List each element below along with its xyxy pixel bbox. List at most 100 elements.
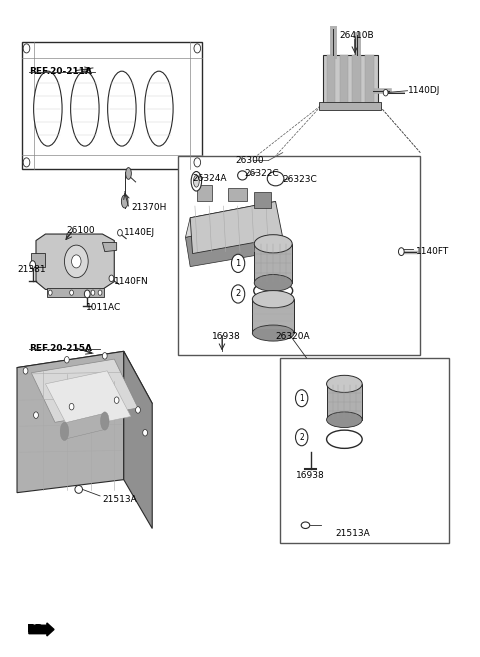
Bar xyxy=(31,253,46,267)
Text: 1: 1 xyxy=(236,259,241,268)
Text: 16938: 16938 xyxy=(212,332,240,342)
Polygon shape xyxy=(31,359,138,422)
Ellipse shape xyxy=(326,430,362,448)
Text: 2: 2 xyxy=(236,290,241,298)
Bar xyxy=(252,299,294,333)
Ellipse shape xyxy=(100,412,109,430)
Ellipse shape xyxy=(144,71,173,146)
Ellipse shape xyxy=(238,171,247,180)
Text: 1140FT: 1140FT xyxy=(416,247,449,256)
Circle shape xyxy=(30,261,36,269)
Text: 1: 1 xyxy=(300,394,304,403)
Bar xyxy=(365,55,374,104)
Text: REF.20-215A: REF.20-215A xyxy=(29,344,92,353)
Polygon shape xyxy=(185,221,285,267)
Ellipse shape xyxy=(121,195,128,208)
Bar xyxy=(319,102,382,110)
Bar xyxy=(352,55,361,104)
Ellipse shape xyxy=(301,522,310,528)
Circle shape xyxy=(23,44,30,53)
Polygon shape xyxy=(102,242,117,252)
Ellipse shape xyxy=(252,325,294,341)
Bar xyxy=(22,42,202,169)
Text: 21513A: 21513A xyxy=(335,529,370,538)
Bar xyxy=(323,55,378,104)
Ellipse shape xyxy=(34,71,62,146)
Circle shape xyxy=(118,229,122,236)
Ellipse shape xyxy=(75,486,83,493)
Ellipse shape xyxy=(108,71,136,146)
Text: REF.20-211A: REF.20-211A xyxy=(29,66,92,76)
Text: 26322C: 26322C xyxy=(245,169,279,178)
Text: 1140FN: 1140FN xyxy=(114,277,149,286)
Ellipse shape xyxy=(267,171,284,186)
Circle shape xyxy=(84,290,90,298)
Circle shape xyxy=(194,158,201,167)
Circle shape xyxy=(69,403,74,410)
Circle shape xyxy=(231,254,245,273)
Ellipse shape xyxy=(126,168,132,179)
Polygon shape xyxy=(46,371,131,430)
Bar xyxy=(254,192,271,208)
Circle shape xyxy=(98,290,102,295)
Ellipse shape xyxy=(254,282,293,300)
Text: 1140DJ: 1140DJ xyxy=(408,86,441,95)
Bar xyxy=(179,156,420,355)
Bar xyxy=(47,288,104,297)
Bar xyxy=(327,55,336,104)
Polygon shape xyxy=(124,351,152,528)
Circle shape xyxy=(136,407,140,413)
Bar xyxy=(326,384,362,420)
Text: 26320A: 26320A xyxy=(276,332,310,342)
Polygon shape xyxy=(17,351,152,420)
Text: 1140EJ: 1140EJ xyxy=(124,227,155,237)
Text: 26300: 26300 xyxy=(235,156,264,165)
Circle shape xyxy=(109,275,114,282)
Text: 26100: 26100 xyxy=(67,226,96,235)
Text: 26323C: 26323C xyxy=(283,175,317,185)
Bar xyxy=(340,55,348,104)
Circle shape xyxy=(48,290,52,295)
Circle shape xyxy=(23,158,30,167)
Ellipse shape xyxy=(193,175,199,187)
Ellipse shape xyxy=(326,375,362,392)
Circle shape xyxy=(72,255,81,268)
Text: 2: 2 xyxy=(300,433,304,442)
Circle shape xyxy=(231,285,245,303)
Text: 26324A: 26324A xyxy=(192,174,227,183)
Circle shape xyxy=(384,89,388,96)
Ellipse shape xyxy=(71,71,99,146)
Circle shape xyxy=(34,412,38,419)
Ellipse shape xyxy=(252,290,294,307)
Bar xyxy=(254,244,292,283)
Circle shape xyxy=(296,390,308,407)
Circle shape xyxy=(23,367,28,374)
Bar xyxy=(197,185,212,202)
Polygon shape xyxy=(185,202,276,237)
Circle shape xyxy=(114,397,119,403)
FancyArrow shape xyxy=(29,623,54,636)
Polygon shape xyxy=(190,202,283,254)
Polygon shape xyxy=(64,413,105,440)
Text: 21381: 21381 xyxy=(17,265,46,275)
Ellipse shape xyxy=(60,422,69,441)
Bar xyxy=(280,358,449,543)
Circle shape xyxy=(143,430,147,436)
Text: 21513A: 21513A xyxy=(102,495,137,505)
Circle shape xyxy=(296,429,308,445)
Ellipse shape xyxy=(254,275,292,291)
Ellipse shape xyxy=(191,171,202,191)
Circle shape xyxy=(70,290,73,295)
Circle shape xyxy=(398,248,404,256)
Bar xyxy=(228,189,247,202)
Circle shape xyxy=(102,353,107,359)
Circle shape xyxy=(91,290,95,295)
Text: FR.: FR. xyxy=(26,624,47,635)
Text: 26410B: 26410B xyxy=(340,31,374,40)
Circle shape xyxy=(194,44,201,53)
Ellipse shape xyxy=(254,235,292,253)
Circle shape xyxy=(64,357,69,363)
Circle shape xyxy=(64,245,88,278)
Ellipse shape xyxy=(326,412,362,428)
Text: 1011AC: 1011AC xyxy=(86,302,121,311)
